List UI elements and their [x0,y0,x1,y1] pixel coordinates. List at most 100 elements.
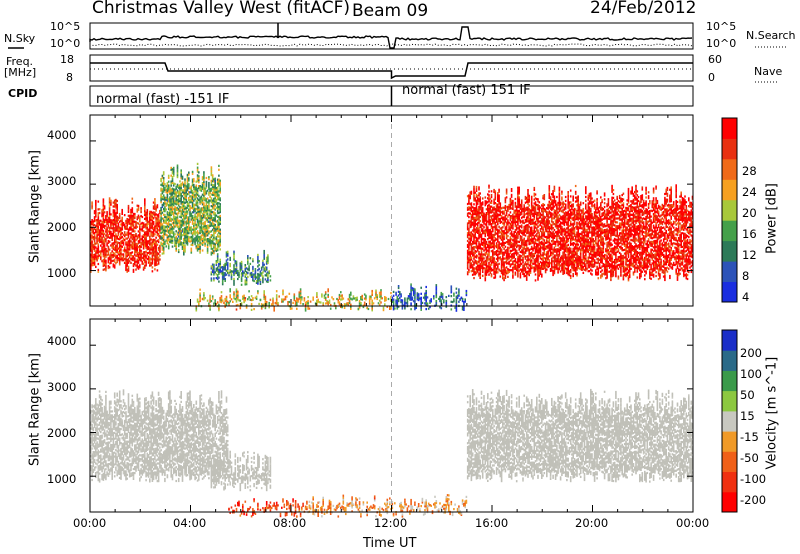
heatmap-cell [507,270,509,273]
heatmap-cell [525,243,528,246]
heatmap-cell [488,229,490,232]
heatmap-cell [505,254,508,257]
heatmap-cell [498,188,500,191]
heatmap-cell [257,276,259,279]
heatmap-cell [257,255,259,258]
heatmap-cell [214,214,216,217]
heatmap-cell [162,221,165,224]
heatmap-cell [503,210,505,213]
heatmap-cell [145,225,147,228]
heatmap-cell [481,228,484,231]
heatmap-cell [128,248,131,251]
heatmap-cell [504,232,507,235]
heatmap-cell [512,266,514,269]
heatmap-cell [380,301,382,304]
heatmap-cell [245,283,248,286]
heatmap-cell [220,299,223,302]
heatmap-cell [201,222,204,225]
heatmap-cell [190,199,193,202]
heatmap-cell [221,266,224,269]
heatmap-cell [130,226,132,229]
heatmap-cell [497,232,499,235]
heatmap-cell [528,194,530,197]
heatmap-cell [106,254,108,257]
heatmap-cell [213,197,215,200]
heatmap-cell [203,223,205,226]
heatmap-cell [198,177,200,180]
heatmap-cell [170,188,172,191]
heatmap-cell [484,248,487,251]
heatmap-cell [188,226,190,229]
heatmap-cell [150,246,152,249]
heatmap-cell [479,253,481,256]
heatmap-cell [102,204,105,207]
heatmap-cell [514,261,517,265]
heatmap-cell [263,253,265,256]
heatmap-cell [470,206,473,209]
heatmap-cell [98,211,101,215]
heatmap-cell [170,223,172,226]
heatmap-cell [416,298,419,301]
heatmap-cell [502,253,504,256]
heatmap-cell [171,206,174,210]
heatmap-cell [416,292,419,295]
heatmap-cell [425,298,427,301]
heatmap-cell [257,272,259,276]
heatmap-cell [113,203,116,206]
heatmap-cell [503,265,505,268]
heatmap-cell [177,245,180,248]
heatmap-cell [263,267,265,270]
heatmap-cell [508,268,510,271]
heatmap-cell [107,239,110,243]
heatmap-cell [141,229,144,232]
heatmap-cell [90,270,92,273]
heatmap-cell [194,229,196,232]
heatmap-cell [184,180,186,183]
heatmap-cell [144,202,146,205]
heatmap-cell [144,259,146,262]
heatmap-cell [528,239,530,242]
heatmap-cell [485,240,488,244]
heatmap-cell [510,230,513,233]
heatmap-cell [497,192,499,195]
heatmap-cell [132,247,135,250]
heatmap-cell [201,241,204,244]
vel-cb-tick-200: 200 [740,346,762,360]
heatmap-cell [172,221,175,224]
heatmap-cell [520,224,523,227]
heatmap-cell [203,292,205,295]
heatmap-cell [219,260,221,263]
heatmap-cell [480,264,483,268]
heatmap-cell [170,217,172,220]
heatmap-cell [518,227,520,230]
heatmap-cell [112,201,115,204]
heatmap-cell [206,210,209,214]
heatmap-cell [498,262,500,265]
heatmap-cell [425,308,427,311]
heatmap-cell [514,238,517,241]
heatmap-cell [488,252,490,255]
heatmap-cell [150,262,152,265]
heatmap-cell [203,227,205,230]
heatmap-cell [264,301,267,304]
heatmap-cell [164,242,166,245]
heatmap-cell [198,185,200,188]
heatmap-cell [201,187,204,190]
heatmap-cell [529,248,532,251]
heatmap-cell [214,248,216,252]
heatmap-cell [159,250,161,253]
heatmap-cell [209,300,211,303]
heatmap-cell [488,248,490,251]
heatmap-cell [98,239,101,242]
heatmap-cell [166,184,169,187]
heatmap-cell [235,271,238,275]
heatmap-cell [265,280,268,283]
heatmap-cell [380,291,382,294]
heatmap-cell [137,230,140,233]
heatmap-cell [515,226,518,229]
heatmap-cell [494,266,497,269]
heatmap-cell [476,200,479,203]
heatmap-cell [218,239,220,242]
heatmap-cell [466,271,469,274]
heatmap-cell [481,214,484,217]
